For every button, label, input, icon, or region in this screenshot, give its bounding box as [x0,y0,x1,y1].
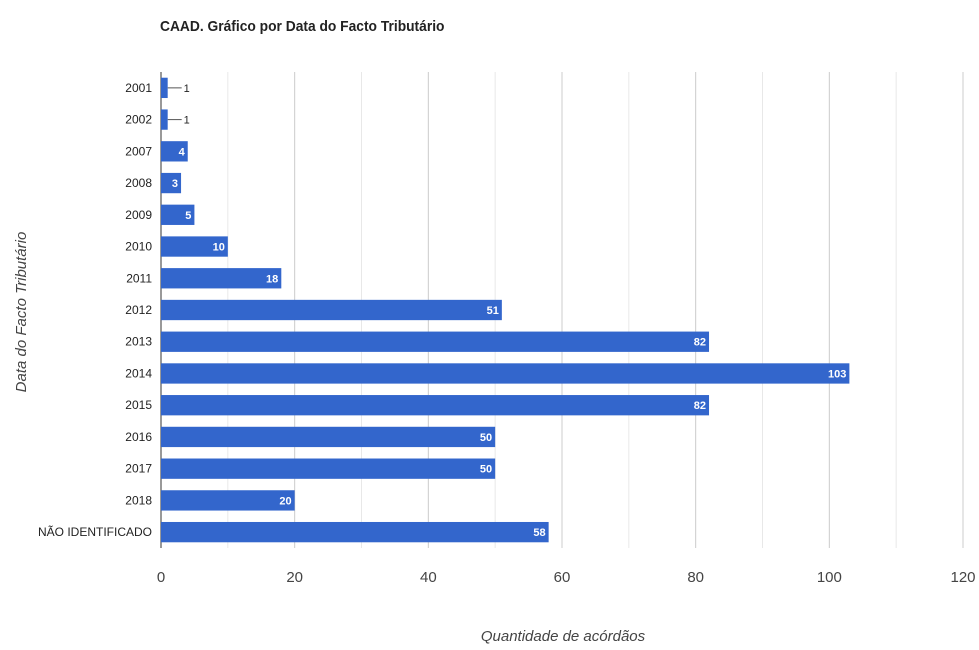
chart-title: CAAD. Gráfico por Data do Facto Tributár… [160,18,445,35]
x-tick-label: 20 [286,569,303,586]
bar [161,77,168,99]
bars: 1 1 4 3 5 10 18 51 82 103 82 50 50 20 58 [161,77,850,543]
bar [161,172,182,194]
y-axis-title: Data do Facto Tributário [13,232,30,393]
bar [161,331,710,352]
bar [161,458,496,479]
data-label: 18 [266,273,278,285]
data-label: 82 [694,400,706,412]
bar [161,426,496,448]
y-tick-label: 2016 [125,430,152,444]
x-tick-label: 0 [157,569,165,586]
data-label: 50 [480,432,492,444]
y-tick-label: 2002 [125,113,152,127]
data-label: 1 [184,115,190,127]
data-label: 4 [179,146,186,158]
data-label: 50 [480,464,492,476]
bar [161,363,850,384]
y-tick-label: 2001 [125,81,152,95]
y-tick-label: 2010 [125,240,152,254]
data-label: 103 [828,368,846,380]
bar [161,521,549,543]
y-tick-label: 2014 [125,366,152,380]
y-tick-label: 2018 [125,493,152,507]
data-label: 58 [533,527,545,539]
tick-labels: 0 20 40 60 80 100 1202001200220072008200920102… [38,81,976,586]
y-tick-label: 2017 [125,462,152,476]
y-tick-label: 2013 [125,335,152,349]
x-tick-label: 80 [687,569,704,586]
data-label: 1 [184,83,190,95]
bar [161,268,282,289]
data-label: 10 [213,242,225,254]
bar [161,490,295,511]
bar [161,299,502,321]
bar [161,109,168,130]
bar [161,141,188,162]
data-label: 51 [487,305,499,317]
x-axis-title: Quantidade de acórdãos [481,628,646,645]
y-tick-label: 2009 [125,208,152,222]
x-tick-label: 120 [950,569,975,586]
y-tick-label: 2011 [126,271,152,285]
bar [161,204,195,225]
bar [161,236,228,257]
data-label: 82 [694,337,706,349]
y-tick-label: 2015 [125,398,152,412]
data-label: 20 [279,495,291,507]
x-tick-label: 60 [554,569,571,586]
y-tick-label: NÃO IDENTIFICADO [38,525,152,539]
x-tick-label: 40 [420,569,437,586]
x-tick-label: 100 [817,569,842,586]
bar [161,395,710,416]
y-tick-label: 2007 [125,144,152,158]
data-label: 5 [185,210,191,222]
y-tick-label: 2012 [125,303,152,317]
data-label: 3 [172,178,178,190]
y-tick-label: 2008 [125,176,152,190]
